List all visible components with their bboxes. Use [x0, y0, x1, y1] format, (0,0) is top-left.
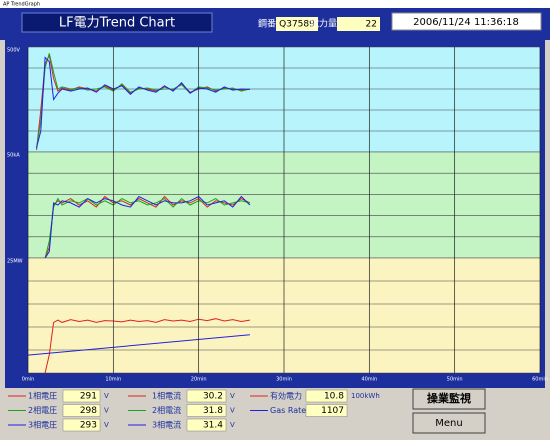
- reading-value: 1107: [321, 406, 344, 416]
- x-tick-label: 60min: [532, 377, 548, 383]
- reading-value: 298: [80, 406, 97, 416]
- menu-button[interactable]: [412, 412, 486, 434]
- reading-unit: V: [230, 392, 235, 400]
- trace: [36, 56, 250, 148]
- app-title: LF電力Trend Chart: [59, 16, 175, 31]
- heat-label: 鋼番: [258, 18, 276, 30]
- x-tick-label: 50min: [447, 377, 463, 383]
- value-box: [305, 389, 348, 403]
- axis-label: 25MW: [7, 259, 23, 265]
- reading-unit: V: [230, 407, 235, 415]
- reading-unit: V: [104, 407, 109, 415]
- datetime-box: [391, 12, 542, 31]
- heat-box: [276, 17, 318, 31]
- reading-label: 2相電圧: [28, 405, 57, 415]
- trace: [44, 195, 251, 259]
- energy-box: [337, 17, 380, 31]
- axis-label: 500V: [7, 48, 21, 54]
- reading-label: Gas Rate: [270, 406, 306, 415]
- reading-label: 1相電流: [152, 391, 181, 401]
- axis-label: 50kA: [7, 153, 20, 159]
- energy-value: 22: [366, 20, 377, 30]
- reading-label: 3相電圧: [28, 420, 57, 430]
- trace: [44, 318, 250, 374]
- monitor-button[interactable]: [412, 388, 486, 410]
- trace: [27, 334, 250, 356]
- reading-label: 1相電圧: [28, 391, 57, 401]
- value-box: [186, 418, 227, 432]
- title-box: [21, 12, 213, 33]
- x-tick-label: 40min: [361, 377, 377, 383]
- reading-label: 2相電流: [152, 405, 181, 415]
- value-box: [62, 418, 101, 432]
- menu-button-label[interactable]: Menu: [435, 418, 462, 429]
- x-tick-label: 30min: [276, 377, 292, 383]
- energy-label: 電力量: [310, 18, 337, 30]
- x-tick-label: 20min: [191, 377, 207, 383]
- reading-value: 293: [80, 421, 97, 431]
- trace: [44, 197, 251, 259]
- window-title: AP TrendGraph: [3, 2, 40, 8]
- title-bar: [0, 0, 550, 8]
- reading-label: 3相電流: [152, 420, 181, 430]
- reading-value: 31.4: [203, 421, 223, 431]
- reading-value: 30.2: [203, 392, 223, 402]
- value-box: [186, 389, 227, 403]
- reading-value: 31.8: [203, 406, 223, 416]
- trace: [36, 53, 251, 149]
- monitor-button-label[interactable]: 操業監視: [427, 391, 471, 405]
- datetime: 2006/11/24 11:36:18: [413, 17, 519, 28]
- value-box: [186, 404, 227, 417]
- reading-value: 291: [80, 392, 97, 402]
- reading-label: 有効電力: [270, 391, 302, 401]
- value-box: [62, 404, 101, 417]
- reading-unit: 100kWh: [351, 392, 380, 400]
- reading-unit: V: [104, 392, 109, 400]
- value-box: [62, 389, 101, 403]
- heat-no: Q37589: [279, 20, 315, 30]
- x-tick-label: 10min: [105, 377, 121, 383]
- reading-unit: V: [230, 421, 235, 429]
- reading-value: 10.8: [324, 392, 344, 402]
- x-tick-label: 0min: [22, 377, 35, 383]
- reading-unit: V: [104, 421, 109, 429]
- value-box: [305, 404, 348, 417]
